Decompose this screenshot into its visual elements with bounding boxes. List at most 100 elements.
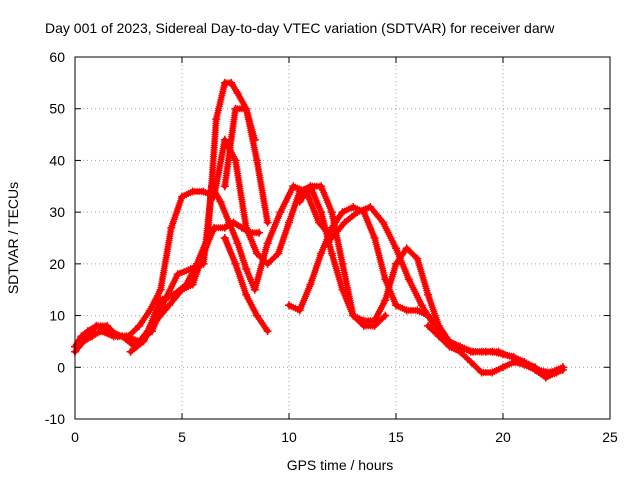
data-point-sat-b-26 (366, 203, 375, 211)
data-point-sat-d-3 (165, 301, 174, 310)
data-point-sat-a-31 (392, 259, 400, 268)
data-point-sat-a-13 (199, 187, 208, 196)
data-point-sat-c-4 (118, 332, 127, 341)
x-axis-label: GPS time / hours (287, 457, 394, 473)
data-point-sat-d-0 (126, 347, 135, 356)
data-point-sat-b-19 (276, 208, 285, 217)
data-point-sat-a-30 (381, 296, 390, 305)
data-point-sat-e-12 (413, 306, 422, 315)
data-point-sat-h-4 (338, 259, 347, 268)
data-point-sat-f-1 (231, 104, 240, 113)
data-point-sat-i-7 (499, 363, 507, 372)
x-tick-label-4: 20 (495, 429, 511, 445)
data-point-sat-e-0 (285, 301, 293, 310)
data-point-sat-h-1 (306, 182, 315, 191)
data-point-sat-e-1 (295, 306, 304, 315)
data-point-sat-d-9 (229, 218, 238, 227)
series-sat-i (424, 321, 567, 382)
series-sat-h (295, 182, 390, 330)
data-point-sat-a-32 (402, 244, 411, 253)
series-layer (71, 78, 567, 382)
series-sat-d (126, 218, 263, 356)
data-point-sat-c-0 (75, 337, 84, 346)
data-point-sat-d-8 (220, 223, 229, 232)
x-tick-label-2: 10 (281, 429, 297, 445)
data-point-sat-c-12 (212, 115, 221, 124)
data-point-sat-h-0 (295, 197, 304, 206)
data-point-sat-b-13 (216, 197, 225, 206)
data-point-sat-i-9 (520, 360, 529, 369)
data-point-sat-g-1 (231, 259, 240, 268)
data-point-sat-h-2 (317, 182, 326, 191)
data-point-sat-e-3 (317, 249, 326, 258)
x-tick-label-1: 5 (178, 429, 186, 445)
data-point-sat-e-9 (381, 275, 390, 284)
data-point-sat-i-5 (477, 368, 486, 377)
data-point-sat-a-25 (327, 249, 336, 258)
data-point-sat-b-37 (507, 352, 516, 361)
tick-layer: 0 5 10 15 20 25 -10 0 10 20 30 40 50 60 (45, 49, 618, 445)
data-point-sat-f-0 (220, 182, 229, 191)
data-point-sat-b-24 (340, 218, 349, 227)
data-point-sat-d-6 (199, 249, 208, 258)
data-point-sat-i-11 (541, 373, 550, 382)
data-point-sat-g-3 (252, 311, 261, 320)
series-line-sat-e (286, 204, 442, 334)
data-point-sat-e-8 (370, 234, 379, 242)
data-point-sat-a-34 (424, 290, 433, 299)
data-point-sat-a-7 (135, 321, 144, 330)
series-sat-g (220, 234, 272, 336)
data-point-sat-i-0 (424, 321, 433, 330)
data-point-sat-a-16 (231, 156, 240, 165)
data-point-sat-c-2 (92, 321, 101, 330)
data-point-sat-g-0 (220, 234, 229, 242)
data-point-sat-d-7 (210, 223, 219, 232)
grid-layer (75, 57, 610, 419)
data-point-sat-a-21 (285, 218, 293, 227)
series-markers-sat-b (71, 182, 565, 376)
data-point-sat-e-6 (349, 203, 358, 211)
data-point-sat-e-7 (359, 208, 368, 217)
data-point-sat-h-3 (327, 208, 336, 217)
data-point-sat-f-4 (263, 218, 272, 227)
data-point-sat-a-20 (274, 249, 283, 258)
data-point-sat-a-33 (413, 254, 422, 263)
data-point-sat-c-15 (233, 89, 242, 98)
data-point-sat-b-36 (494, 347, 503, 356)
plot-frame (74, 56, 611, 420)
x-tick-label-0: 0 (71, 429, 79, 445)
data-point-sat-e-11 (402, 306, 411, 315)
data-point-sat-f-2 (242, 104, 251, 113)
data-point-sat-b-27 (379, 218, 388, 227)
data-point-sat-b-16 (242, 265, 251, 273)
data-point-sat-b-18 (263, 239, 272, 248)
data-point-sat-a-8 (145, 306, 154, 315)
data-point-sat-h-7 (370, 321, 379, 330)
data-point-sat-i-6 (488, 368, 497, 377)
data-point-sat-i-2 (445, 342, 454, 351)
data-point-sat-g-4 (263, 327, 272, 336)
y-axis-label: SDTVAR / TECUs (5, 182, 21, 294)
data-point-sat-a-9 (156, 285, 165, 294)
data-point-sat-e-2 (306, 280, 315, 289)
y-tick-label-7: 60 (49, 49, 65, 65)
series-sat-f (220, 104, 272, 227)
data-point-sat-d-12 (255, 228, 263, 237)
data-point-sat-d-10 (237, 223, 246, 232)
data-point-sat-c-1 (83, 332, 92, 341)
series-sat-e (285, 203, 443, 336)
y-tick-label-4: 30 (49, 204, 65, 220)
x-tick-label-3: 15 (388, 429, 404, 445)
data-point-sat-d-2 (152, 316, 161, 325)
data-point-sat-a-10 (167, 223, 176, 232)
data-point-sat-g-2 (242, 290, 251, 299)
data-point-sat-b-34 (469, 347, 477, 356)
data-point-sat-d-1 (139, 337, 148, 346)
y-tick-label-6: 50 (49, 101, 65, 117)
data-point-sat-b-20 (289, 182, 298, 191)
data-point-sat-c-3 (105, 327, 114, 336)
y-tick-label-3: 20 (49, 256, 65, 272)
data-point-sat-c-14 (227, 78, 236, 87)
data-point-sat-i-12 (552, 368, 561, 377)
